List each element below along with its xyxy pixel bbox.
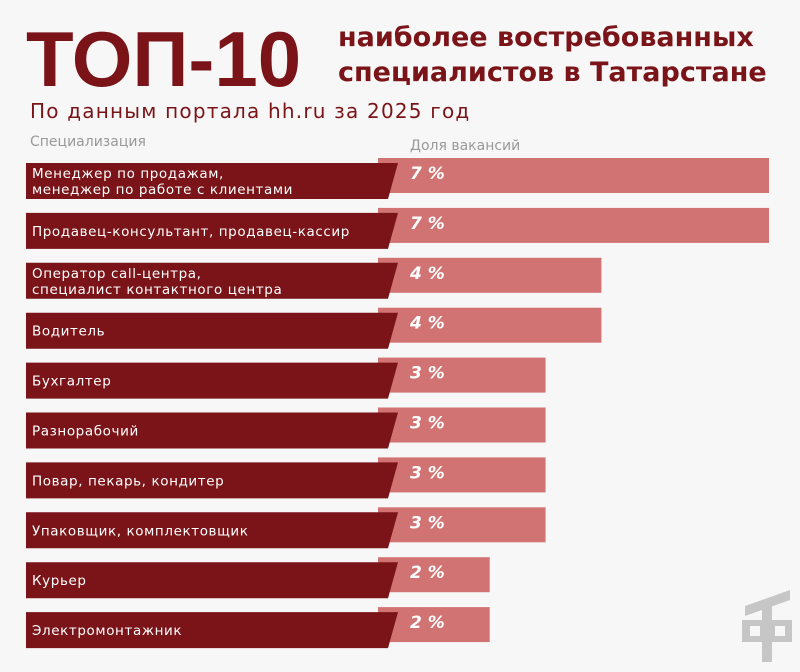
category-label-bg bbox=[26, 212, 398, 249]
category-label: Бухгалтер bbox=[32, 374, 111, 390]
bar bbox=[378, 457, 546, 493]
category-label: Водитель bbox=[32, 324, 105, 340]
category-label: Повар, пекарь, кондитер bbox=[32, 473, 224, 489]
column-header: Специализация bbox=[30, 134, 146, 150]
value-label: 2 % bbox=[410, 563, 445, 583]
value-label: 3 % bbox=[410, 463, 445, 483]
bar bbox=[378, 207, 769, 243]
category-label-bg bbox=[26, 362, 398, 399]
bar bbox=[378, 407, 546, 443]
value-label: 7 % bbox=[410, 164, 445, 184]
category-label-bg bbox=[26, 612, 398, 649]
bar bbox=[378, 257, 602, 293]
heading-line: наиболее востребованных bbox=[338, 22, 754, 53]
category-label: Упаковщик, комплектовщик bbox=[32, 523, 249, 539]
category-label: Электромонтажник bbox=[32, 623, 182, 639]
category-label: Менеджер по продажам, менеджер по работе … bbox=[32, 166, 293, 198]
category-label-bg bbox=[26, 163, 398, 199]
value-label: 7 % bbox=[410, 214, 445, 234]
bar bbox=[378, 307, 602, 343]
value-label: 3 % bbox=[410, 513, 445, 533]
bar bbox=[378, 507, 546, 543]
category-label-bg bbox=[26, 512, 398, 549]
category-label-bg bbox=[26, 262, 398, 299]
category-label: Курьер bbox=[32, 573, 87, 589]
chart-title: ТОП-10 bbox=[26, 15, 301, 103]
category-label: Продавец-консультант, продавец-кассир bbox=[32, 224, 350, 240]
bar bbox=[378, 158, 769, 193]
logo bbox=[742, 590, 792, 662]
category-label-bg bbox=[26, 462, 398, 499]
bar bbox=[378, 357, 546, 393]
source-note: По данным портала hh.ru за 2025 год bbox=[30, 99, 470, 123]
category-label: Оператор call-центра, специалист контактн… bbox=[32, 266, 282, 298]
category-label-bg bbox=[26, 562, 398, 599]
heading-line: специалистов в Татарстане bbox=[338, 57, 767, 88]
column-header: Доля вакансий bbox=[410, 138, 520, 154]
value-label: 4 % bbox=[409, 264, 445, 284]
value-label: 2 % bbox=[410, 613, 445, 633]
value-label: 4 % bbox=[409, 314, 445, 334]
category-label-bg bbox=[26, 412, 398, 449]
value-label: 3 % bbox=[410, 414, 445, 434]
value-label: 3 % bbox=[410, 364, 445, 384]
category-label-bg bbox=[26, 312, 398, 349]
category-label: Разнорабочий bbox=[32, 424, 139, 440]
